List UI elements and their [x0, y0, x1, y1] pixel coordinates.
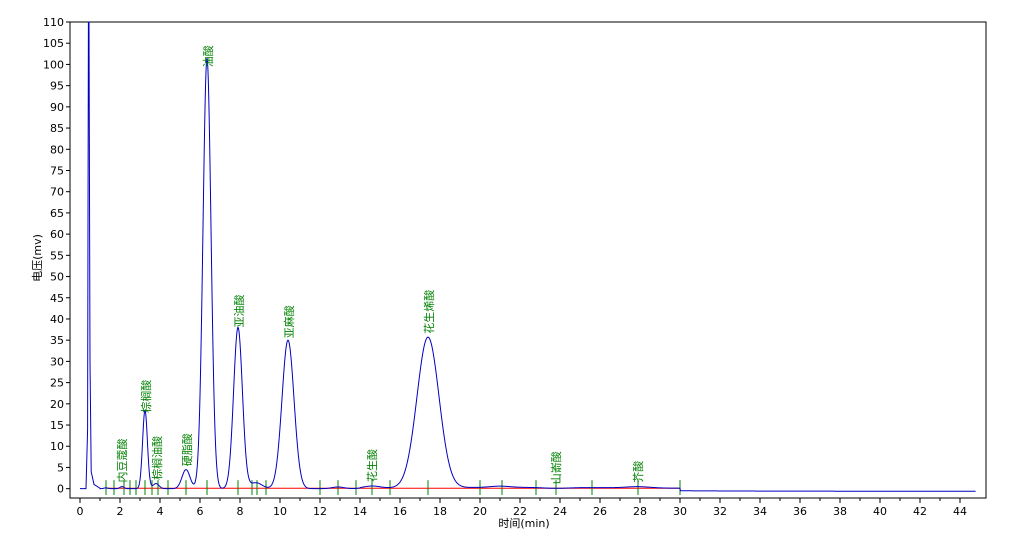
y-tick-label: 55 [50, 249, 64, 262]
peak-label: 棕榈酸 [139, 380, 153, 413]
x-tick-label: 26 [593, 505, 607, 518]
peak-label: 油酸 [201, 45, 215, 67]
y-tick-label: 10 [50, 440, 64, 453]
peak-label: 亚麻酸 [282, 305, 296, 338]
y-tick-label: 40 [50, 313, 64, 326]
x-tick-label: 20 [473, 505, 487, 518]
peak-marker-layer [105, 480, 681, 496]
y-tick-label: 95 [50, 80, 64, 93]
x-tick-label: 4 [157, 505, 164, 518]
peak-label: 内豆蔻酸 [115, 439, 129, 483]
peak-label: 花生酸 [365, 449, 379, 482]
series-layer [80, 21, 976, 492]
x-tick-label: 40 [873, 505, 887, 518]
peak-label: 花生烯酸 [422, 290, 436, 334]
y-tick-label: 70 [50, 186, 64, 199]
y-axis-title: 电压(mv) [31, 234, 44, 282]
y-tick-label: 5 [57, 461, 64, 474]
peak-label: 亚油酸 [232, 295, 246, 328]
y-tick-label: 35 [50, 334, 64, 347]
y-tick-label: 45 [50, 292, 64, 305]
x-tick-label: 38 [833, 505, 847, 518]
plot-frame [69, 21, 987, 499]
y-tick-label: 90 [50, 101, 64, 114]
y-tick-label: 85 [50, 122, 64, 135]
peak-label: 山嵛酸 [549, 451, 563, 484]
y-tick-label: 50 [50, 271, 64, 284]
x-tick-label: 32 [713, 505, 727, 518]
y-tick-label: 65 [50, 207, 64, 220]
y-tick-label: 110 [43, 16, 64, 29]
y-tick-label: 20 [50, 398, 64, 411]
x-tick-label: 24 [553, 505, 567, 518]
x-tick-label: 36 [793, 505, 807, 518]
y-tick-label: 75 [50, 164, 64, 177]
y-tick-label: 25 [50, 377, 64, 390]
x-tick-label: 12 [313, 505, 327, 518]
x-tick-label: 16 [393, 505, 407, 518]
x-tick-label: 28 [633, 505, 647, 518]
x-tick-label: 18 [433, 505, 447, 518]
x-tick-label: 34 [753, 505, 767, 518]
y-axis: 0 5 10 15 20 25 30 35 40 45 50 55 60 65 70 75 80 85 90 95 10… [43, 16, 70, 496]
x-tick-label: 22 [513, 505, 527, 518]
y-tick-label: 30 [50, 355, 64, 368]
x-axis-title: 时间(min) [498, 517, 549, 530]
x-tick-label: 44 [953, 505, 967, 518]
x-tick-label: 42 [913, 505, 927, 518]
peak-label: 棕榈油酸 [150, 436, 164, 480]
x-tick-label: 2 [117, 505, 124, 518]
y-tick-label: 80 [50, 143, 64, 156]
x-tick-label: 0 [77, 505, 84, 518]
y-tick-label: 60 [50, 228, 64, 241]
x-tick-label: 6 [197, 505, 204, 518]
y-tick-label: 105 [43, 37, 64, 50]
chromatogram-trace [80, 21, 976, 492]
peak-label: 芥酸 [631, 461, 645, 483]
x-tick-label: 10 [273, 505, 287, 518]
y-tick-label: 15 [50, 419, 64, 432]
y-tick-label: 0 [57, 483, 64, 496]
x-tick-label: 30 [673, 505, 687, 518]
x-tick-label: 8 [237, 505, 244, 518]
x-tick-label: 14 [353, 505, 367, 518]
x-axis: 0 2 4 6 8 10 12 14 16 18 20 22 24 26 28 30 32 34 36 38 40 42 4… [77, 498, 967, 518]
peak-label: 硬脂酸 [180, 433, 194, 466]
y-tick-label: 100 [43, 58, 64, 71]
